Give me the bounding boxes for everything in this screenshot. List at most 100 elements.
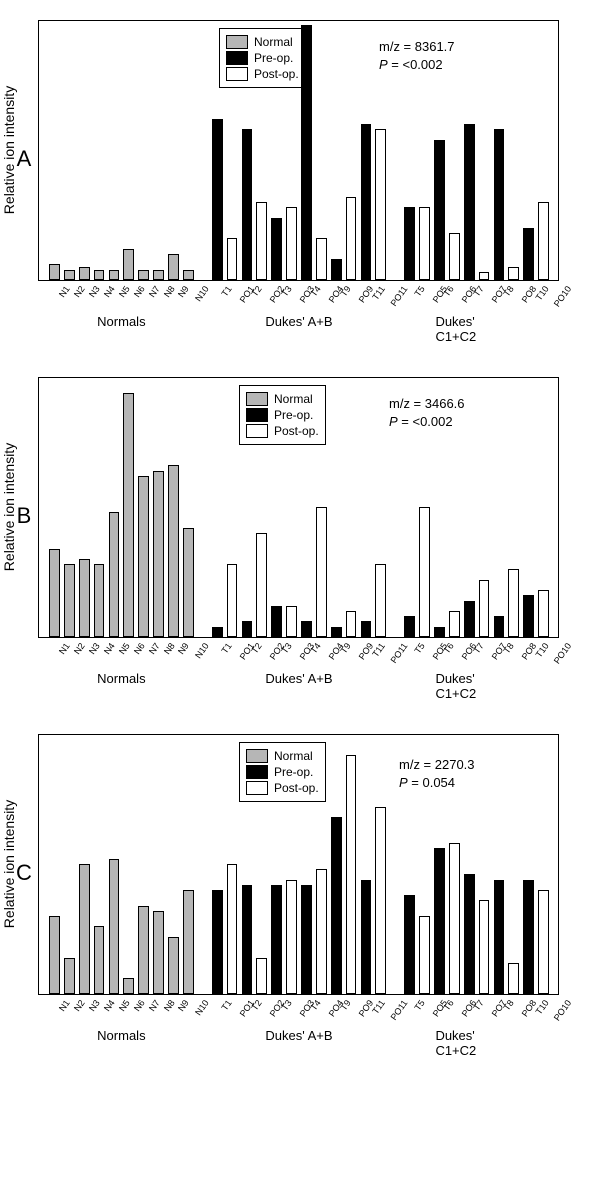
bar-N9 bbox=[168, 937, 179, 994]
bar-PO6 bbox=[449, 233, 460, 280]
bar-T8 bbox=[494, 129, 505, 280]
bar-PO2 bbox=[256, 533, 267, 637]
bar-T6 bbox=[434, 140, 445, 280]
x-tick-label: N6 bbox=[132, 284, 147, 299]
bar-PO8 bbox=[508, 569, 519, 637]
bar-T5 bbox=[404, 616, 415, 637]
bar-N9 bbox=[168, 254, 179, 280]
group-label: Dukes' A+B bbox=[265, 1028, 332, 1043]
chart-area: Relative ion intensityNormalPre-op.Post-… bbox=[38, 734, 559, 995]
bar-N4 bbox=[94, 270, 105, 280]
bar-T1 bbox=[212, 627, 223, 637]
bar-N1 bbox=[49, 916, 60, 994]
chart-panel-C: CRelative ion intensityNormalPre-op.Post… bbox=[10, 734, 590, 1051]
x-tick-label: N8 bbox=[161, 998, 176, 1013]
x-tick-label: N8 bbox=[161, 284, 176, 299]
x-tick-label: T11 bbox=[370, 641, 387, 659]
x-tick-label: T5 bbox=[412, 998, 426, 1012]
bar-N2 bbox=[64, 270, 75, 280]
bar-PO1 bbox=[227, 864, 238, 994]
bar-N10 bbox=[183, 528, 194, 637]
x-tick-label: PO11 bbox=[388, 641, 409, 665]
chart-panel-B: BRelative ion intensityNormalPre-op.Post… bbox=[10, 377, 590, 694]
bar-PO9 bbox=[346, 755, 357, 994]
x-tick-label: N1 bbox=[57, 284, 72, 299]
bar-T1 bbox=[212, 119, 223, 280]
bar-T5 bbox=[404, 895, 415, 994]
x-tick-label: N10 bbox=[193, 284, 211, 303]
bar-N7 bbox=[138, 270, 149, 280]
x-tick-label: T1 bbox=[220, 641, 234, 655]
x-tick-label: N9 bbox=[176, 998, 191, 1013]
bar-PO4 bbox=[316, 869, 327, 994]
bar-T8 bbox=[494, 880, 505, 994]
bar-N4 bbox=[94, 926, 105, 994]
bar-N7 bbox=[138, 476, 149, 637]
bar-PO5 bbox=[419, 207, 430, 280]
group-label: Dukes' A+B bbox=[265, 314, 332, 329]
bar-PO1 bbox=[227, 238, 238, 280]
bar-N3 bbox=[79, 864, 90, 994]
bar-PO2 bbox=[256, 958, 267, 994]
group-label: Dukes' C1+C2 bbox=[435, 1028, 517, 1058]
bar-PO5 bbox=[419, 507, 430, 637]
bar-PO8 bbox=[508, 267, 519, 280]
bar-T10 bbox=[523, 595, 534, 637]
x-tick-label: N7 bbox=[147, 641, 162, 656]
bar-T7 bbox=[464, 601, 475, 637]
x-tick-label: T10 bbox=[533, 641, 550, 659]
bar-T4 bbox=[301, 25, 312, 280]
bar-T9 bbox=[331, 627, 342, 637]
bar-PO6 bbox=[449, 611, 460, 637]
y-axis-label: Relative ion intensity bbox=[1, 800, 17, 928]
x-tick-label: N5 bbox=[117, 641, 132, 656]
bar-N7 bbox=[138, 906, 149, 994]
bar-T3 bbox=[271, 606, 282, 637]
x-tick-label: N1 bbox=[57, 641, 72, 656]
x-tick-label: N9 bbox=[176, 284, 191, 299]
bar-T11 bbox=[361, 124, 372, 280]
bar-T2 bbox=[242, 885, 253, 994]
bar-PO7 bbox=[479, 272, 490, 280]
group-label: Normals bbox=[97, 314, 145, 329]
bar-T7 bbox=[464, 874, 475, 994]
bar-T8 bbox=[494, 616, 505, 637]
bar-PO9 bbox=[346, 197, 357, 280]
bar-T4 bbox=[301, 885, 312, 994]
x-tick-label: PO10 bbox=[551, 998, 572, 1023]
x-tick-label: N2 bbox=[72, 641, 87, 656]
x-tick-label: N4 bbox=[102, 284, 117, 299]
group-label: Normals bbox=[97, 671, 145, 686]
x-tick-label: T11 bbox=[370, 284, 387, 302]
bar-N9 bbox=[168, 465, 179, 637]
bar-T11 bbox=[361, 880, 372, 994]
bar-PO4 bbox=[316, 507, 327, 637]
x-tick-label: PO11 bbox=[388, 998, 409, 1022]
bar-T11 bbox=[361, 621, 372, 637]
x-tick-label: PO11 bbox=[388, 284, 409, 308]
bar-T10 bbox=[523, 880, 534, 994]
bar-N5 bbox=[109, 270, 120, 280]
bar-N1 bbox=[49, 549, 60, 637]
bar-N6 bbox=[123, 249, 134, 280]
x-tick-label: N7 bbox=[147, 998, 162, 1013]
chart-panel-A: ARelative ion intensityNormalPre-op.Post… bbox=[10, 20, 590, 337]
bar-PO3 bbox=[286, 606, 297, 637]
bar-PO11 bbox=[375, 129, 386, 280]
x-tick-label: T11 bbox=[370, 998, 387, 1016]
bars-container bbox=[39, 20, 559, 280]
x-tick-label: N1 bbox=[57, 998, 72, 1013]
y-axis-label: Relative ion intensity bbox=[1, 86, 17, 214]
x-tick-label: T5 bbox=[412, 284, 426, 298]
x-tick-label: N9 bbox=[176, 641, 191, 656]
x-tick-label: N5 bbox=[117, 998, 132, 1013]
bar-N6 bbox=[123, 393, 134, 637]
group-label: Dukes' A+B bbox=[265, 671, 332, 686]
x-tick-label: N3 bbox=[87, 284, 102, 299]
bar-T5 bbox=[404, 207, 415, 280]
bar-T1 bbox=[212, 890, 223, 994]
chart-area: Relative ion intensityNormalPre-op.Post-… bbox=[38, 377, 559, 638]
bar-N8 bbox=[153, 270, 164, 280]
bar-PO9 bbox=[346, 611, 357, 637]
x-tick-label: PO10 bbox=[551, 284, 572, 309]
